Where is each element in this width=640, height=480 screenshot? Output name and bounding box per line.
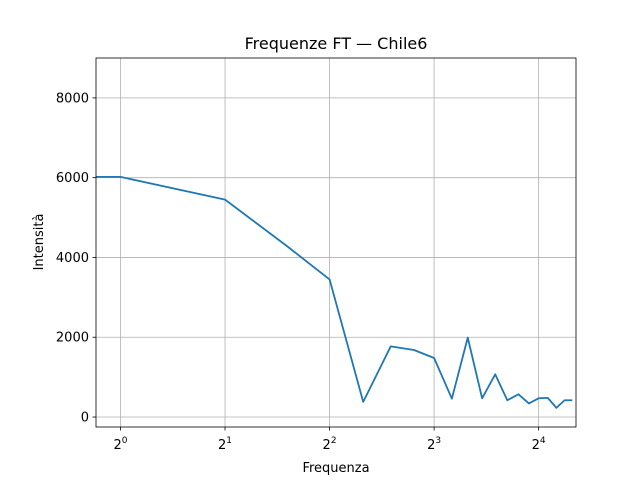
y-axis-label: Intensità	[32, 214, 47, 271]
x-axis-label: Frequenza	[302, 461, 369, 476]
y-tick-label: 6000	[56, 171, 89, 186]
x-tick-label: 23	[427, 436, 441, 453]
x-tick-exponent: 2	[331, 436, 337, 446]
x-tick-exponent: 1	[226, 436, 232, 446]
x-tick-label: 22	[323, 436, 337, 453]
x-tick-base: 2	[114, 438, 122, 453]
x-tick-label: 20	[114, 436, 128, 453]
x-tick-exponent: 3	[435, 436, 441, 446]
y-tick-label: 4000	[56, 251, 89, 266]
x-tick-base: 2	[323, 438, 331, 453]
x-tick-label: 24	[532, 436, 546, 453]
y-tick-label: 2000	[56, 331, 89, 346]
plot-frame	[95, 57, 577, 428]
grid	[96, 58, 576, 427]
x-tick-base: 2	[218, 438, 226, 453]
y-tick-label: 0	[81, 411, 89, 426]
x-tick-base: 2	[427, 438, 435, 453]
x-tick-exponent: 4	[540, 436, 546, 446]
series	[96, 175, 573, 409]
chart-title: Frequenze FT — Chile6	[245, 34, 428, 53]
x-tick-base: 2	[532, 438, 540, 453]
x-tick-exponent: 0	[122, 436, 128, 446]
y-tick-label: 8000	[56, 91, 89, 106]
series-line	[96, 175, 573, 409]
x-tick-label: 21	[218, 436, 232, 453]
